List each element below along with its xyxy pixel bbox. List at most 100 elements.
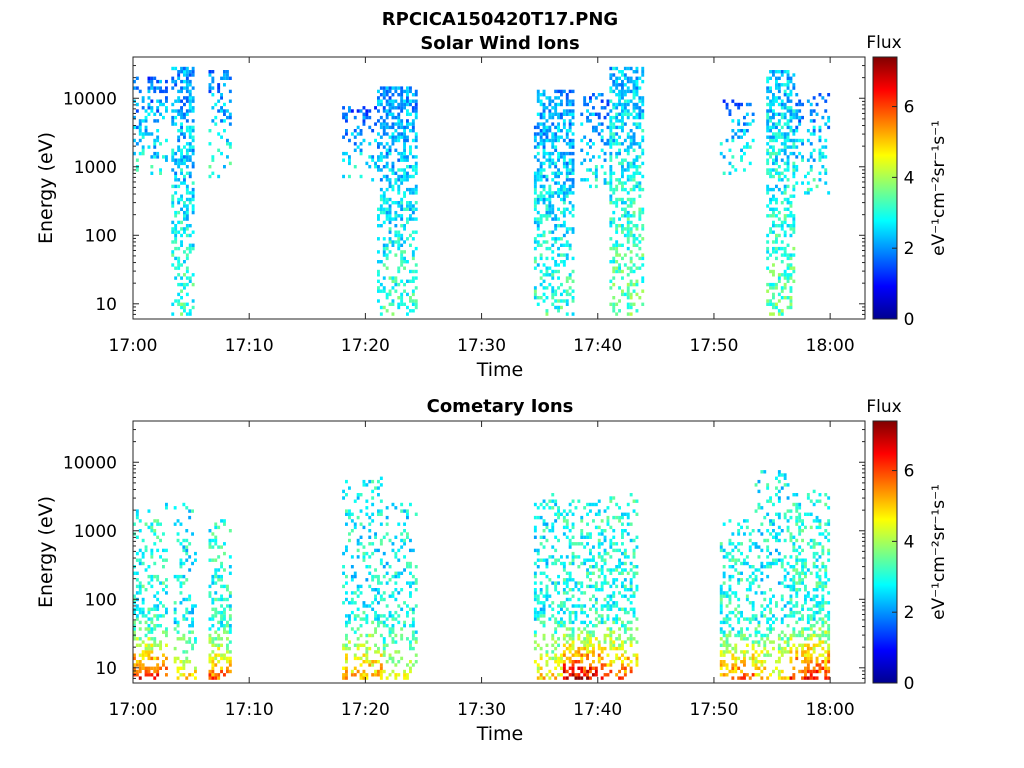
heatmap-cell <box>734 633 738 638</box>
heatmap-cell <box>766 574 770 579</box>
heatmap-cell <box>623 187 627 192</box>
heatmap-cell <box>539 653 543 657</box>
heatmap-cell <box>772 214 775 218</box>
heatmap-cell <box>565 240 569 244</box>
heatmap-cell <box>804 676 807 680</box>
heatmap-cell <box>600 93 604 97</box>
heatmap-cell <box>772 220 775 225</box>
heatmap-cell <box>153 561 157 566</box>
heatmap-cell <box>760 522 764 526</box>
heatmap-cell <box>406 610 409 615</box>
heatmap-cell <box>177 230 181 234</box>
heatmap-cell <box>551 99 555 103</box>
heatmap-cell <box>623 561 627 566</box>
heatmap-cell <box>536 617 540 621</box>
heatmap-cell <box>545 643 549 647</box>
heatmap-cell <box>615 155 619 159</box>
heatmap-cell <box>388 214 392 218</box>
heatmap-cell <box>208 70 212 74</box>
heatmap-cell <box>182 617 186 621</box>
heatmap-cell <box>388 610 392 615</box>
heatmap-cell <box>737 532 741 536</box>
heatmap-cell <box>769 119 772 123</box>
heatmap-cell <box>775 138 778 143</box>
heatmap-cell <box>766 561 770 566</box>
heatmap-cell <box>403 669 406 674</box>
heatmap-cell <box>194 640 197 644</box>
heatmap-cell <box>397 115 401 120</box>
heatmap-cell <box>780 286 784 290</box>
heatmap-cell <box>545 240 549 244</box>
heatmap-cell <box>821 548 825 553</box>
heatmap-cell <box>629 214 633 218</box>
heatmap-cell <box>560 89 563 94</box>
heatmap-cell <box>191 561 194 566</box>
heatmap-cell <box>722 640 726 644</box>
heatmap-cell <box>557 581 560 585</box>
heatmap-cell <box>806 669 810 674</box>
plot-frame <box>132 420 866 684</box>
heatmap-cell <box>818 525 822 530</box>
heatmap-cell <box>385 155 389 159</box>
heatmap-cell <box>780 224 784 228</box>
heatmap-cell <box>359 676 363 680</box>
heatmap-cell <box>792 279 796 283</box>
heatmap-cell <box>214 122 218 126</box>
heatmap-cell <box>775 161 778 166</box>
heatmap-cell <box>551 273 555 277</box>
heatmap-cell <box>777 650 781 654</box>
heatmap-cell <box>769 187 772 192</box>
heatmap-cell <box>180 66 183 71</box>
heatmap-cell <box>618 263 621 267</box>
heatmap-cell <box>612 643 616 647</box>
heatmap-cell <box>603 604 607 608</box>
heatmap-cell <box>612 640 616 644</box>
heatmap-cell <box>786 106 790 110</box>
heatmap-cell <box>345 581 348 585</box>
heatmap-cell <box>574 676 578 680</box>
heatmap-cell <box>606 522 610 526</box>
heatmap-cell <box>214 522 218 526</box>
heatmap-cell <box>223 522 226 526</box>
heatmap-cell <box>737 633 741 638</box>
heatmap-cell <box>542 161 546 166</box>
heatmap-cell <box>815 584 819 589</box>
heatmap-cell <box>615 83 619 87</box>
heatmap-cell <box>144 614 148 618</box>
heatmap-cell <box>722 555 726 559</box>
heatmap-cell <box>757 529 761 533</box>
heatmap-cell <box>153 89 157 94</box>
heatmap-cell <box>589 578 592 582</box>
heatmap-cell <box>821 545 825 549</box>
heatmap-cell <box>626 151 630 156</box>
heatmap-cell <box>562 220 566 225</box>
heatmap-cell <box>551 122 555 126</box>
heatmap-cell <box>223 112 226 116</box>
heatmap-cell <box>592 630 595 634</box>
heatmap-cell <box>560 237 563 241</box>
heatmap-cell <box>406 305 409 310</box>
heatmap-cell <box>557 604 560 608</box>
y-axis-label: Energy (eV) <box>35 132 57 244</box>
heatmap-cell <box>763 660 767 664</box>
heatmap-cell <box>772 197 775 202</box>
heatmap-cell <box>623 168 627 172</box>
heatmap-cell <box>379 289 383 293</box>
heatmap-cell <box>159 99 162 103</box>
heatmap-cell <box>589 99 592 103</box>
heatmap-cell <box>725 646 729 651</box>
heatmap-cell <box>565 112 569 116</box>
heatmap-cell <box>554 125 558 130</box>
heatmap-cell <box>551 145 555 149</box>
heatmap-cell <box>394 210 398 215</box>
heatmap-cell <box>220 584 223 589</box>
heatmap-cell <box>824 633 828 638</box>
heatmap-cell <box>615 93 619 97</box>
heatmap-cell <box>632 122 636 126</box>
heatmap-cell <box>824 145 828 149</box>
heatmap-cell <box>772 230 775 234</box>
heatmap-cell <box>174 237 178 241</box>
heatmap-cell <box>562 581 566 585</box>
heatmap-cell <box>632 83 636 87</box>
